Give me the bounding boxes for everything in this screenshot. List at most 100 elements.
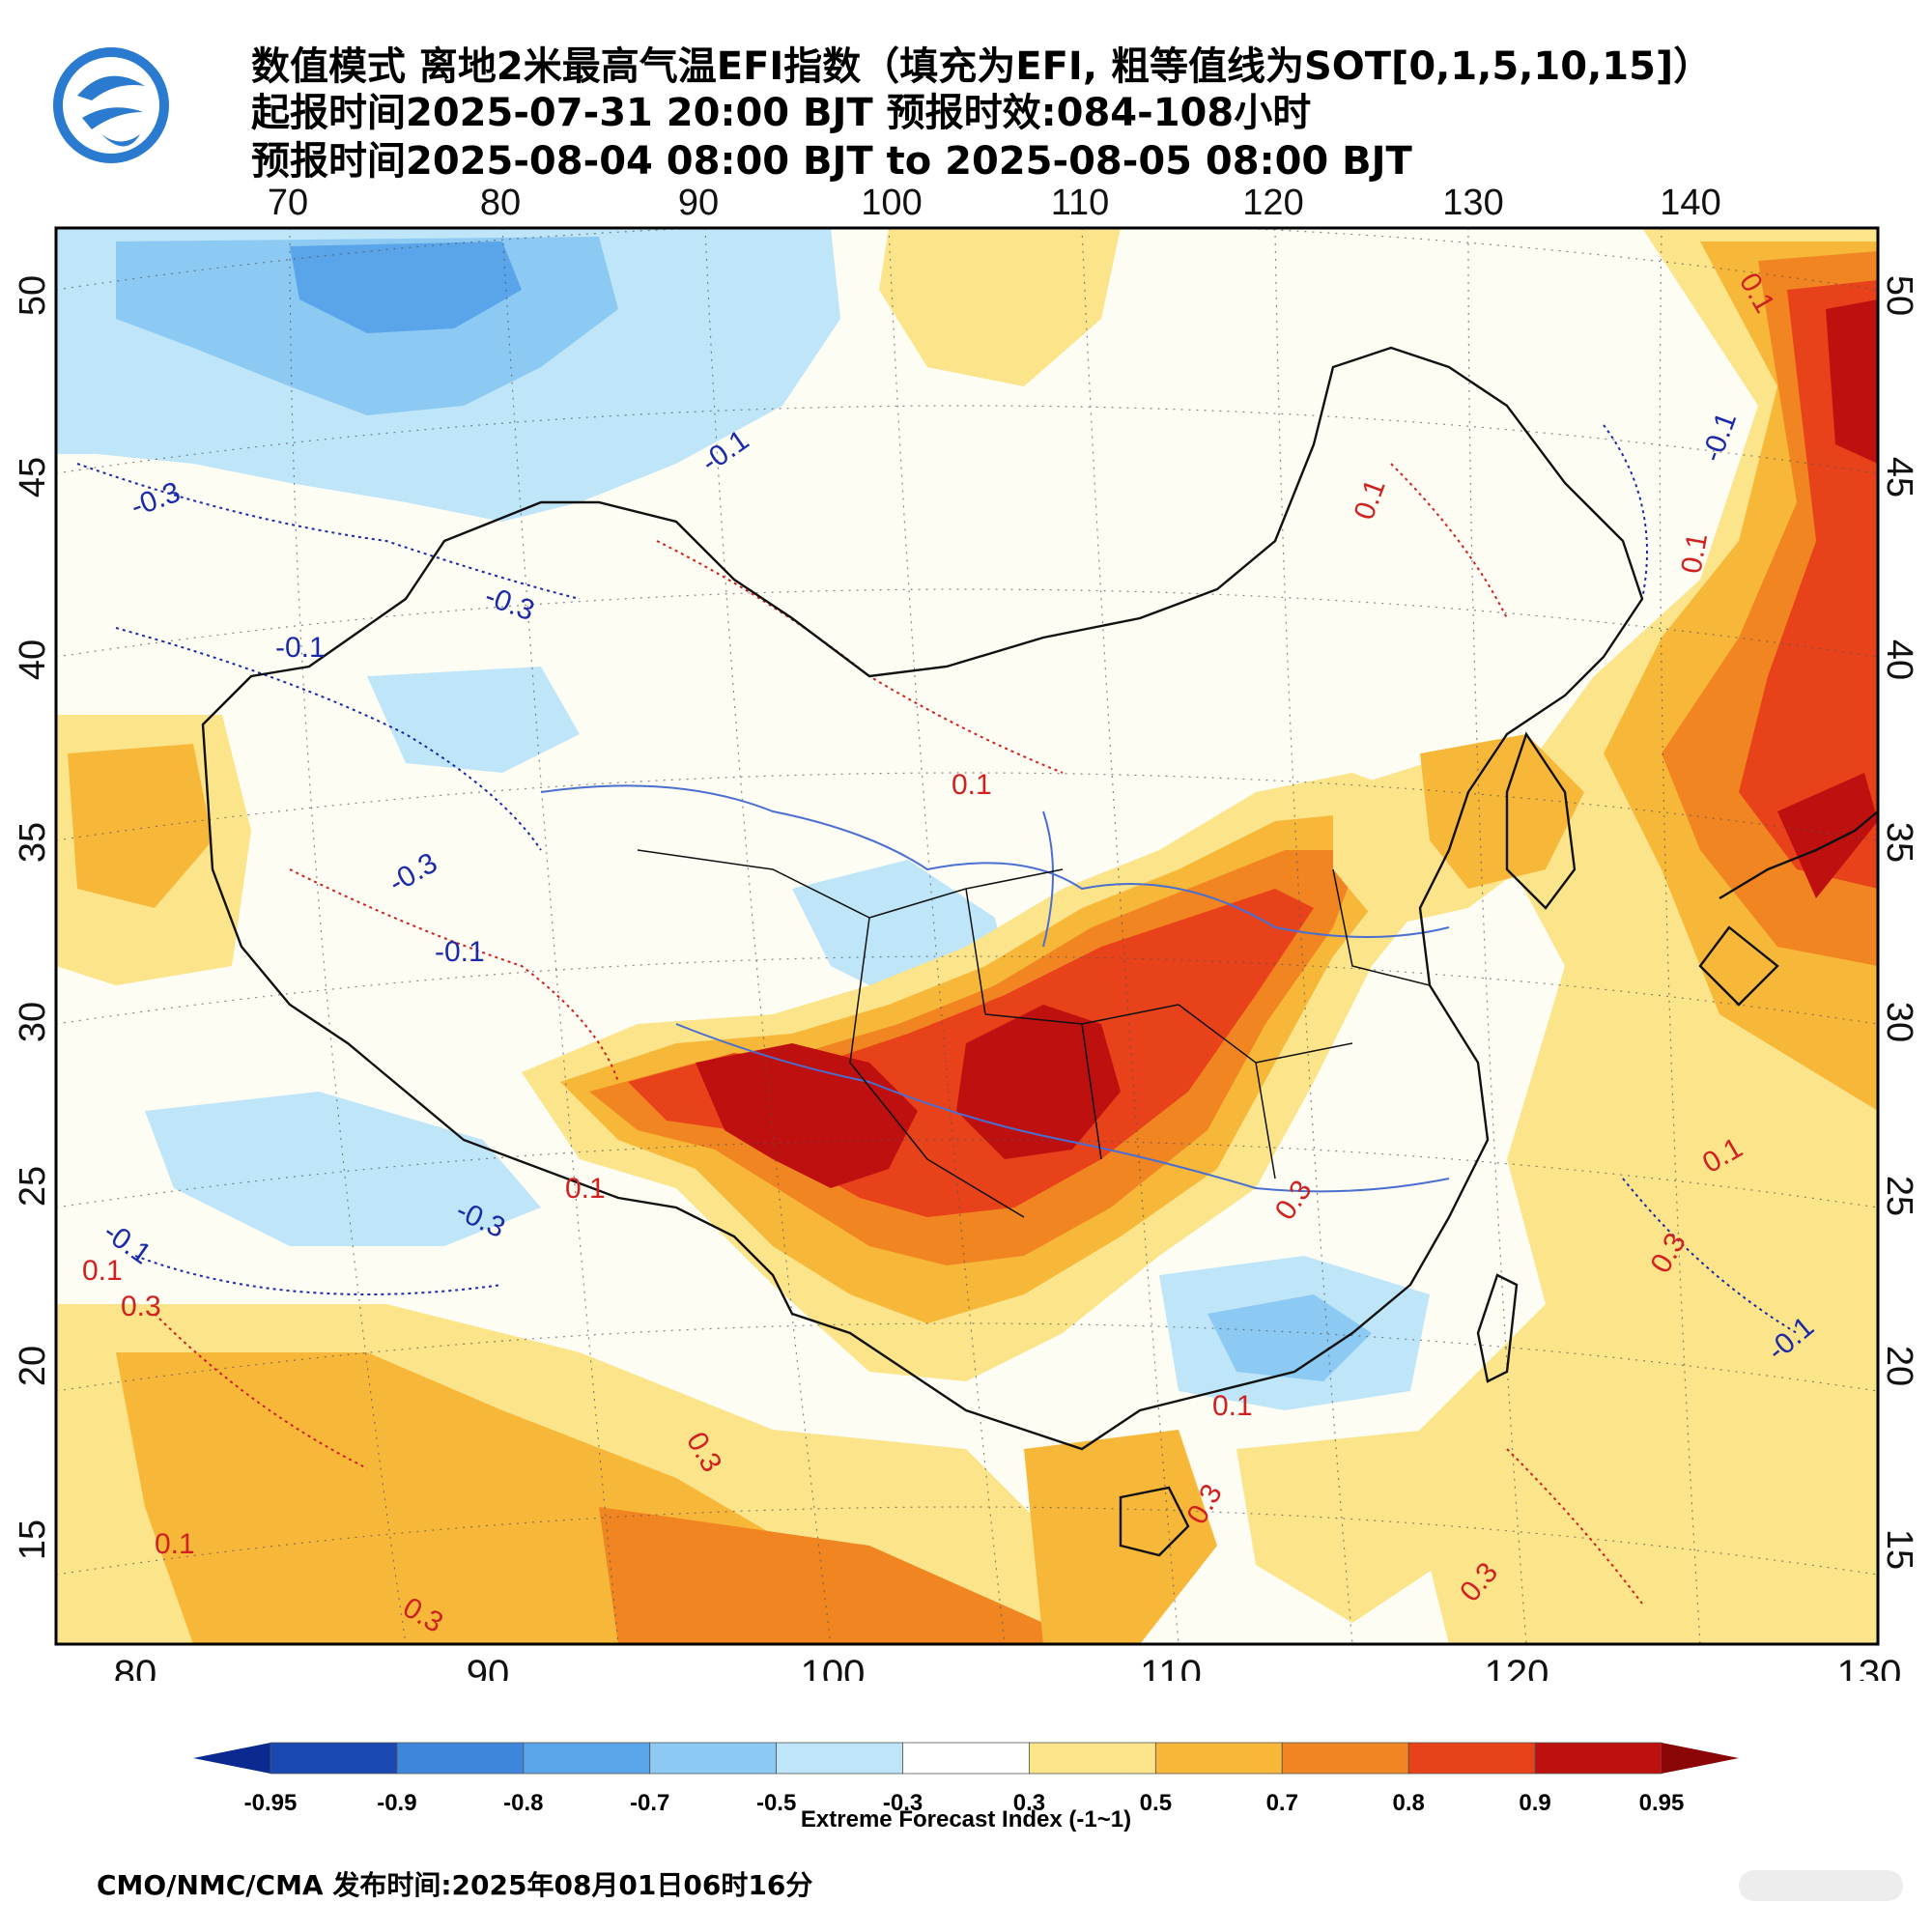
lat-label-left: 45 [13, 457, 53, 497]
lon-label-bottom: 80 [114, 1653, 157, 1681]
colorbar-tick-label: -0.8 [503, 1790, 543, 1816]
bottom-lon-labels: 80 90 100 110 120 130 [114, 1653, 1902, 1681]
lat-label-right: 25 [1879, 1176, 1919, 1216]
efi-neg-tarim [367, 667, 580, 773]
efi-pos-west-core [68, 744, 213, 908]
footer-issuer: CMO/NMC/CMA 发布时间:2025年08月01日06时16分 [97, 1869, 813, 1901]
provincial-boundaries [637, 849, 1431, 1218]
colorbar-tick-label: 0.9 [1519, 1790, 1550, 1816]
colorbar-cell [1407, 1742, 1536, 1775]
lon-label-top: 130 [1442, 184, 1503, 223]
lat-label-right: 30 [1879, 1002, 1919, 1042]
colorbar-tick-label: 0.8 [1392, 1790, 1424, 1816]
lat-label-right: 45 [1879, 457, 1919, 497]
lon-label-top: 110 [1051, 184, 1110, 223]
contour-label: 0.1 [82, 1255, 123, 1287]
efi-neg-core [290, 242, 522, 333]
chart-title: 数值模式 离地2米最高气温EFI指数（填充为EFI, 粗等值线为SOT[0,1,… [251, 44, 1713, 89]
colorbar-tick-label: -0.9 [377, 1790, 416, 1816]
efi-pos-india-strong [599, 1507, 1043, 1644]
korea-outline [1505, 731, 1577, 910]
lat-label-left: 15 [13, 1520, 53, 1560]
colorbar-tick-label: -0.5 [756, 1790, 796, 1816]
lat-label-right: 35 [1879, 822, 1919, 863]
lat-label-right: 40 [1879, 639, 1919, 680]
lon-label-top: 100 [861, 184, 922, 223]
colorbar-low-arrow [193, 1743, 270, 1774]
contour-label: -0.1 [435, 936, 485, 968]
lat-label-left: 20 [13, 1346, 53, 1386]
contour-label: 0.1 [952, 769, 992, 801]
lat-label-right: 15 [1879, 1529, 1919, 1570]
lon-label-bottom: 120 [1485, 1653, 1549, 1681]
colorbar-cell [776, 1742, 903, 1775]
lon-label-bottom: 130 [1837, 1653, 1902, 1681]
colorbar-tick-label: 0.7 [1266, 1790, 1298, 1816]
rivers [540, 784, 1450, 1193]
colorbar-title: Extreme Forecast Index (-1~1) [800, 1806, 1132, 1833]
lon-label-top: 70 [268, 184, 308, 223]
colorbar-tick-label: 0.95 [1639, 1790, 1685, 1816]
efi-pos-chongqing-peak [956, 1005, 1121, 1159]
lon-label-top: 140 [1660, 184, 1720, 223]
lon-label-top: 120 [1242, 184, 1303, 223]
colorbar-tick-label: 0.3 [1013, 1790, 1045, 1816]
lat-label-right: 50 [1879, 275, 1919, 316]
efi-pos-japan-peak2 [1777, 773, 1878, 898]
contour-label: 0.3 [121, 1291, 161, 1322]
efi-neg-southchina-core [1208, 1294, 1372, 1381]
colorbar-cell [1281, 1742, 1409, 1775]
map-frame [54, 226, 1880, 1646]
cma-logo [53, 47, 169, 163]
hainan-island [1119, 1486, 1190, 1557]
valid-time-line: 预报时间2025-08-04 08:00 BJT to 2025-08-05 0… [251, 139, 1412, 184]
efi-map: 70 80 90 100 110 120 130 140 80 90 100 1… [13, 184, 1919, 1681]
lat-label-right: 20 [1879, 1346, 1919, 1386]
lon-label-bottom: 90 [467, 1653, 510, 1681]
lat-label-left: 40 [13, 639, 53, 680]
efi-colorbar: -0.95 -0.9 -0.8 -0.7 -0.5 -0.3 0.3 0.5 0.7 0.8 0.9… [193, 1742, 1739, 1816]
colorbar-high-arrow [1662, 1743, 1739, 1774]
colorbar-tick-label: -0.7 [630, 1790, 669, 1816]
left-lat-labels: 50 45 40 35 30 25 20 15 [13, 275, 53, 1560]
lat-label-left: 50 [13, 275, 53, 316]
contour-label: -0.1 [275, 632, 326, 664]
colorbar-tick-label: -0.95 [244, 1790, 298, 1816]
colorbar-cell [1154, 1742, 1283, 1775]
top-lon-labels: 70 80 90 100 110 120 130 140 [268, 184, 1721, 223]
colorbar-cells [270, 1742, 1662, 1775]
lon-label-bottom: 100 [801, 1653, 866, 1681]
lat-label-left: 30 [13, 1002, 53, 1042]
contour-label: 0.1 [1212, 1390, 1253, 1422]
contour-label: 0.1 [155, 1528, 195, 1560]
colorbar-cell [1029, 1742, 1156, 1775]
colorbar-cell [396, 1742, 525, 1775]
colorbar-cell [649, 1742, 778, 1775]
efi-neg-tibet [145, 1092, 541, 1246]
efi-pos-japan-peak [1826, 299, 1878, 464]
lon-label-bottom: 110 [1140, 1653, 1202, 1681]
china-boundary [201, 346, 1644, 1451]
lat-label-left: 25 [13, 1166, 53, 1207]
right-lat-labels: 50 45 40 35 30 25 20 15 [1879, 275, 1919, 1570]
colorbar-ticks: -0.95 -0.9 -0.8 -0.7 -0.5 -0.3 0.3 0.5 0.7 0.8 0.9… [244, 1790, 1685, 1816]
taiwan-island [1476, 1273, 1519, 1383]
colorbar-cell [523, 1742, 651, 1775]
contour-label: 0.1 [565, 1173, 606, 1205]
colorbar-tick-label: 0.5 [1140, 1790, 1172, 1816]
colorbar-cell [270, 1742, 398, 1775]
colorbar-tick-label: -0.3 [883, 1790, 923, 1816]
japan-outline [1698, 810, 1878, 1007]
efi-pos-mongolia-north [879, 228, 1121, 386]
lat-label-left: 35 [13, 822, 53, 863]
efi-pos-scs [1236, 1430, 1468, 1623]
init-time-line: 起报时间2025-07-31 20:00 BJT 预报时效:084-108小时 [251, 91, 1312, 135]
contours-negative [76, 424, 1798, 1334]
lon-label-top: 90 [678, 184, 719, 223]
watermark-logo [1739, 1870, 1903, 1901]
colorbar-cell [902, 1742, 1030, 1775]
colorbar-cell [1534, 1742, 1662, 1775]
contour-label: 0.1 [1675, 530, 1714, 576]
lon-label-top: 80 [480, 184, 521, 223]
efi-pos-korea [1420, 734, 1584, 889]
